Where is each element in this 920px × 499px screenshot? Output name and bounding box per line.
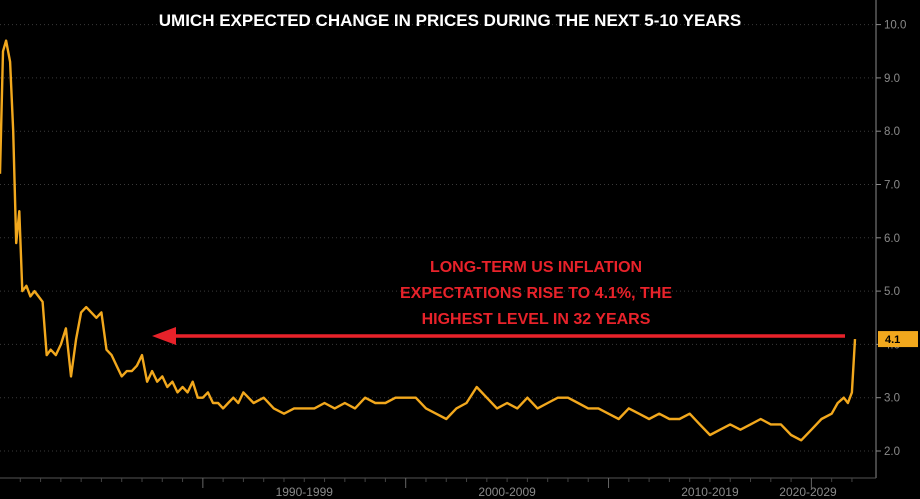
y-tick-label: 9.0 (884, 73, 900, 85)
series-group (0, 39, 857, 442)
y-tick-label: 10.0 (884, 20, 906, 32)
annotation-arrow-head (152, 327, 176, 345)
y-tick-label: 3.0 (884, 393, 900, 405)
series-line (0, 39, 857, 442)
x-tick-label: 2020-2029 (779, 485, 837, 499)
annotation-text-line: LONG-TERM US INFLATION (430, 259, 642, 276)
x-axis: 1990-1999 2000-2009 2010-2019 2020-2029 (0, 477, 876, 499)
last-value-badge (878, 331, 918, 348)
annotation-text-line: EXPECTATIONS RISE TO 4.1%, THE (400, 285, 672, 302)
y-tick-label: 2.0 (884, 446, 900, 458)
x-tick-label: 2000-2009 (478, 485, 536, 499)
chart-title: UMICH EXPECTED CHANGE IN PRICES DURING T… (159, 11, 742, 30)
y-tick-label: 6.0 (884, 233, 900, 245)
y-tick-label: 7.0 (884, 180, 900, 192)
y-tick-label: 8.0 (884, 126, 900, 138)
annotation-text-line: HIGHEST LEVEL IN 32 YEARS (422, 311, 651, 328)
last-value-label: 4.1 (885, 334, 900, 346)
y-axis: 2.03.04.05.06.07.08.09.010.04.1 (875, 0, 918, 478)
x-tick-label: 1990-1999 (276, 485, 334, 499)
x-tick-label: 2010-2019 (681, 485, 739, 499)
y-tick-label: 5.0 (884, 286, 900, 298)
annotation: LONG-TERM US INFLATION EXPECTATIONS RISE … (152, 259, 845, 345)
